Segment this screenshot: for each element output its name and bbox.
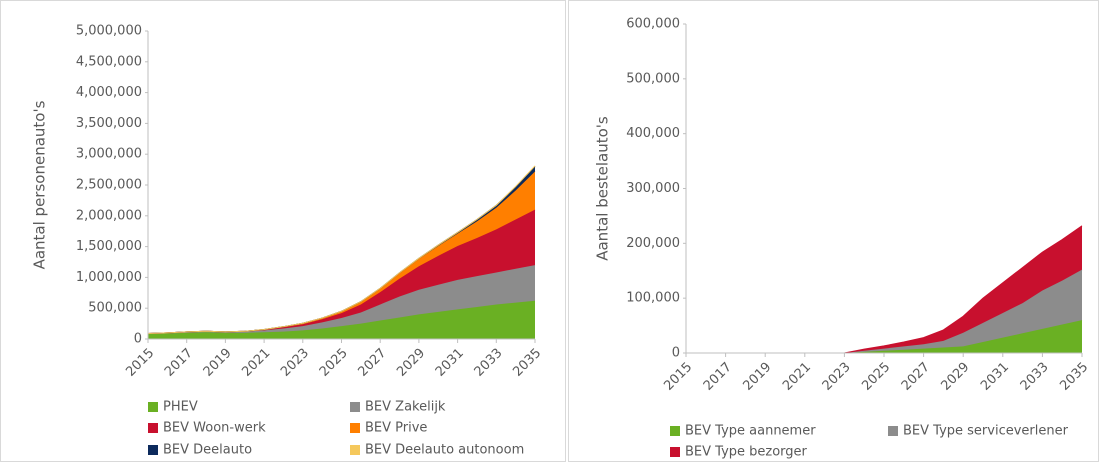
y-tick-label: 100,000 bbox=[626, 291, 680, 306]
x-tick-label: 2021 bbox=[239, 346, 273, 380]
area-fill bbox=[686, 225, 1082, 353]
legend-label: PHEV bbox=[163, 400, 198, 415]
x-tick-label: 2017 bbox=[701, 360, 735, 394]
x-tick-label: 2035 bbox=[1057, 360, 1091, 394]
x-tick-label: 2017 bbox=[162, 346, 196, 380]
x-tick-label: 2025 bbox=[317, 346, 351, 380]
x-tick-label: 2019 bbox=[740, 360, 774, 394]
y-tick-label: 3,500,000 bbox=[76, 116, 142, 131]
y-tick-label: 0 bbox=[134, 332, 142, 347]
legend-label: BEV Deelauto autonoom bbox=[365, 443, 524, 458]
x-tick-label: 2035 bbox=[510, 346, 544, 380]
x-tick-label: 2021 bbox=[780, 360, 814, 394]
y-axis-label: Aantal personenauto's bbox=[31, 100, 49, 269]
x-tick-label: 2031 bbox=[978, 360, 1012, 394]
right-panel bbox=[568, 0, 1099, 462]
legend-swatch bbox=[148, 445, 158, 455]
x-tick-label: 2023 bbox=[820, 360, 854, 394]
x-tick-label: 2031 bbox=[433, 346, 467, 380]
legend-swatch bbox=[148, 423, 158, 433]
legend-swatch bbox=[350, 423, 360, 433]
y-tick-label: 2,500,000 bbox=[76, 178, 142, 193]
area-fill bbox=[148, 265, 535, 335]
y-tick-label: 1,500,000 bbox=[76, 239, 142, 254]
y-tick-label: 4,500,000 bbox=[76, 54, 142, 69]
legend-swatch bbox=[350, 402, 360, 412]
x-tick-label: 2029 bbox=[394, 346, 428, 380]
x-tick-label: 2023 bbox=[278, 346, 312, 380]
y-tick-label: 5,000,000 bbox=[76, 24, 142, 39]
legend-label: BEV Woon-werk bbox=[163, 421, 266, 436]
legend-swatch bbox=[670, 426, 680, 436]
x-tick-label: 2019 bbox=[201, 346, 235, 380]
y-tick-label: 0 bbox=[672, 346, 680, 361]
y-tick-label: 500,000 bbox=[88, 301, 142, 316]
legend-label: BEV Type bezorger bbox=[685, 445, 808, 460]
y-tick-label: 500,000 bbox=[626, 71, 680, 86]
legend-label: BEV Zakelijk bbox=[365, 400, 446, 415]
y-tick-label: 400,000 bbox=[626, 126, 680, 141]
x-tick-label: 2033 bbox=[1018, 360, 1052, 394]
x-tick-label: 2025 bbox=[859, 360, 893, 394]
legend-label: BEV Type serviceverlener bbox=[903, 424, 1069, 439]
legend-label: BEV Prive bbox=[365, 421, 427, 436]
area-fill bbox=[148, 300, 535, 339]
area-fill bbox=[686, 269, 1082, 353]
area-fill bbox=[686, 320, 1082, 353]
x-tick-label: 2015 bbox=[661, 360, 695, 394]
x-tick-label: 2029 bbox=[938, 360, 972, 394]
legend-swatch bbox=[350, 445, 360, 455]
x-tick-label: 2027 bbox=[355, 346, 389, 380]
y-tick-label: 600,000 bbox=[626, 17, 680, 32]
area-fill bbox=[148, 209, 535, 334]
y-tick-label: 4,000,000 bbox=[76, 85, 142, 100]
x-tick-label: 2027 bbox=[899, 360, 933, 394]
y-tick-label: 1,000,000 bbox=[76, 270, 142, 285]
y-tick-label: 300,000 bbox=[626, 181, 680, 196]
legend-swatch bbox=[670, 447, 680, 457]
y-tick-label: 200,000 bbox=[626, 236, 680, 251]
y-axis-label: Aantal bestelauto's bbox=[594, 116, 612, 261]
legend-swatch bbox=[148, 402, 158, 412]
y-tick-label: 3,000,000 bbox=[76, 147, 142, 162]
y-tick-label: 2,000,000 bbox=[76, 208, 142, 223]
area-edge bbox=[147, 165, 536, 334]
legend-swatch bbox=[888, 426, 898, 436]
x-tick-label: 2033 bbox=[472, 346, 506, 380]
x-tick-label: 2015 bbox=[123, 346, 157, 380]
legend-label: BEV Deelauto bbox=[163, 443, 252, 458]
legend-label: BEV Type aannemer bbox=[685, 424, 816, 439]
